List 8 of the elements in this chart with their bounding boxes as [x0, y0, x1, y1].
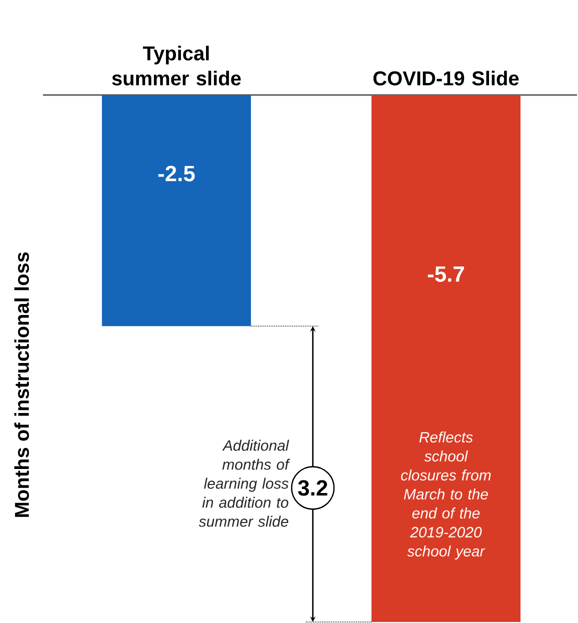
- y-axis-title: Months of instructional loss: [14, 252, 30, 517]
- data-label: -5.7: [428, 266, 464, 282]
- data-label: -2.5: [158, 166, 195, 182]
- annotation: Reflects school closures from March to the end of the 2019-2020 school year: [401, 432, 491, 560]
- annotation: 3.2: [298, 480, 328, 496]
- x-tick-label: COVID-19 Slide: [374, 70, 519, 86]
- x-tick-label: Typical summer slide: [112, 46, 241, 86]
- annotation: Additional months of learning loss in addition to summer slide: [198, 440, 290, 527]
